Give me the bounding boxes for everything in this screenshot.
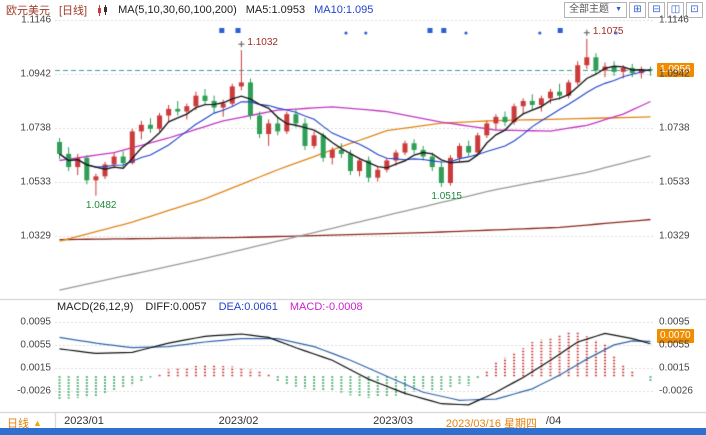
macd-axis-label: 0.0055 [20,339,51,351]
symbol-name: 欧元美元 [6,5,50,17]
period-tab-daily[interactable]: 日线 ▲ [7,415,42,431]
price-axis-label: 1.0533 [659,176,690,188]
macd-axis-label: 0.0015 [20,362,51,374]
macd-header: MACD(26,12,9) DIFF:0.0057 DEA:0.0061 MAC… [57,301,363,313]
annotation-swing-high-apr: 1.1075 [592,25,624,37]
crosshair-date-label: 2023/03/16 星期四 [445,415,541,431]
theme-select-label: 全部主题 [569,4,610,15]
period-tab-label: 日线 [7,418,29,430]
maximize-button[interactable]: ⊡ [686,2,703,18]
grid-layout-button[interactable]: ⊞ [629,2,646,18]
date-axis-label: 2023/03 [373,415,413,427]
price-axis-label: 1.1146 [21,14,51,26]
date-axis-label: 2023/01 [64,415,104,427]
macd-axis-label: 0.0095 [20,316,51,328]
price-axis-label: 1.0329 [20,230,51,242]
price-axis-label: 1.0942 [659,68,690,80]
triangle-up-icon: ▲ [33,418,42,428]
annotation-swing-low-jan: 1.0482 [85,199,117,211]
annotation-swing-high-feb: 1.1032 [247,37,278,49]
period-tag: [日线] [59,5,88,17]
diff-value-label: DIFF:0.0057 [145,301,207,313]
price-axis-label: 1.0942 [20,68,51,80]
macd-axis-label: 0.0015 [659,362,690,374]
last-price-badge: 1.0956 [657,63,694,78]
horizontal-scrollbar[interactable] [0,428,706,435]
macd-axis-label: 0.0095 [659,316,690,328]
macd-last-badge: 0.0070 [657,329,694,344]
single-view-button[interactable]: ◫ [667,2,684,18]
ma10-value-label: MA10:1.095 [314,4,374,16]
ma5-value-label: MA5:1.0953 [245,4,306,16]
chart-header: 欧元美元 [日线] MA(5,10,30,60,100,200) MA5:1.0… [6,2,373,18]
candlestick-icon [96,4,109,16]
split-layout-button[interactable]: ⊟ [648,2,665,18]
price-axis-label: 1.0738 [659,122,690,134]
dea-value-label: DEA:0.0061 [218,301,278,313]
chevron-down-icon: ▼ [615,6,622,13]
macd-axis-label: 0.0055 [659,339,690,351]
annotation-swing-low-mar: 1.0515 [431,190,462,202]
theme-select[interactable]: 全部主题 ▼ [564,2,627,18]
date-axis-label: /04 [545,415,562,427]
macd-params-label[interactable]: MACD(26,12,9) [57,301,134,313]
header-toolbar: 全部主题 ▼ ⊞ ⊟ ◫ ⊡ [564,2,703,18]
date-axis-label: 2023/02 [218,415,259,427]
price-axis-label: 1.0533 [20,176,51,188]
price-axis-label: 1.0329 [659,230,690,242]
macd-axis-label: -0.0026 [659,385,693,397]
macd-value-label: MACD:-0.0008 [289,301,363,313]
price-axis-label: 1.1146 [659,14,689,26]
ma-settings-label[interactable]: MA(5,10,30,60,100,200) [118,4,237,16]
macd-axis-label: -0.0026 [17,385,51,397]
price-axis-label: 1.0738 [20,122,51,134]
